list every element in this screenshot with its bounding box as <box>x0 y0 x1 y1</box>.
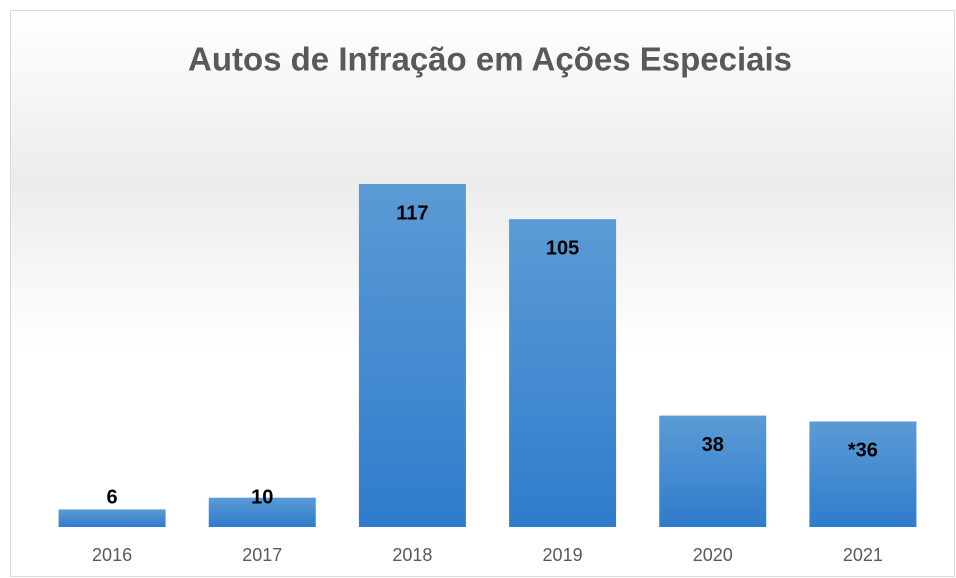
bar <box>358 184 466 527</box>
chart-title: Autos de Infração em Ações Especiais <box>188 41 792 78</box>
bar <box>659 415 767 527</box>
value-label: 6 <box>107 486 118 508</box>
x-tick-label: 2016 <box>92 545 132 565</box>
x-tick-label: 2018 <box>392 545 432 565</box>
value-label: 105 <box>546 237 579 259</box>
x-tick-label: 2020 <box>693 545 733 565</box>
value-label: 117 <box>396 202 428 224</box>
value-label: 38 <box>702 434 724 456</box>
x-tick-label: 2021 <box>843 545 883 565</box>
bar <box>58 509 166 527</box>
chart-frame <box>10 10 955 577</box>
value-label: *36 <box>848 440 878 462</box>
bar <box>208 497 316 527</box>
bar <box>809 421 917 527</box>
x-tick-label: 2019 <box>543 545 583 565</box>
bar <box>509 219 617 527</box>
value-label: 10 <box>251 486 273 508</box>
x-tick-label: 2017 <box>242 545 282 565</box>
